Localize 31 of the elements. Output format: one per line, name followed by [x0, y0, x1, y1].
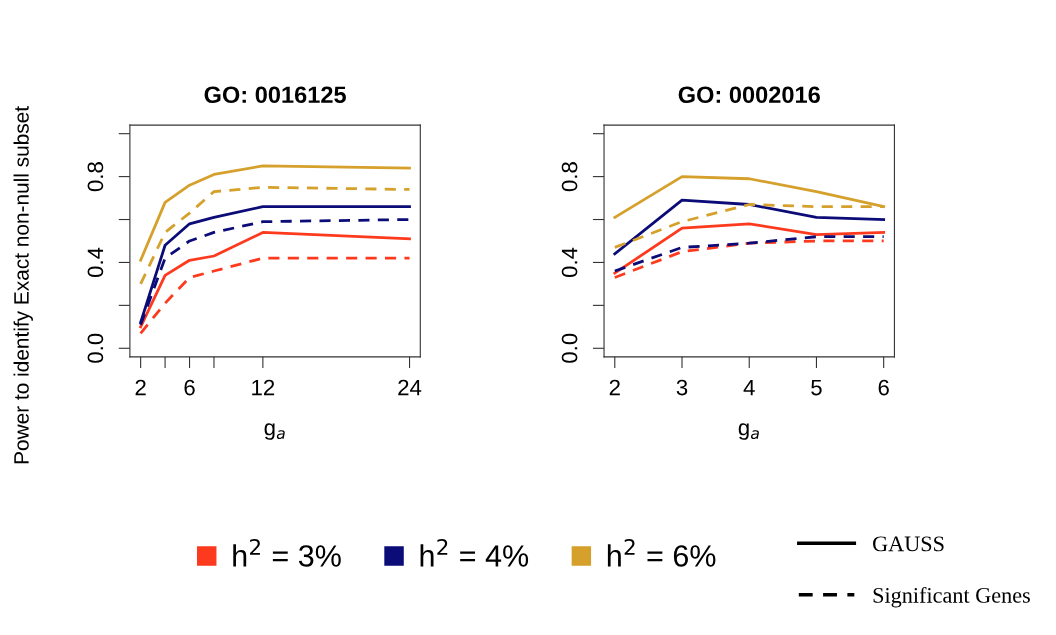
x-tick-label: 24 [398, 379, 422, 396]
y-tick-label: 0.4 [87, 247, 104, 278]
chart-title: GO: 0002016 [678, 86, 820, 104]
line-series [613, 198, 886, 256]
x-tick-label: 4 [743, 379, 755, 396]
chart-title: GO: 0016125 [204, 86, 346, 104]
legend-label: h$^{2}$ = 3% [233, 538, 341, 567]
x-axis-title: g$_{a}$ [738, 423, 759, 440]
x-tick-label: 5 [811, 379, 822, 396]
text: Significant Genes [873, 586, 1030, 608]
legend-label: h$^{2}$ = 6% [607, 538, 716, 567]
x-tick-label: 2 [609, 379, 620, 396]
x-axis-title: g$_{a}$ [264, 423, 285, 440]
x-tick-label: 3 [676, 379, 688, 396]
x-tick-label: 6 [878, 379, 889, 396]
y-tick-label: 0.8 [561, 162, 578, 192]
y-axis-title: Power to identify Exact non-null subset [13, 106, 33, 464]
line-series [139, 256, 411, 335]
y-tick-label: 0.8 [87, 162, 104, 192]
line-series [613, 235, 886, 273]
y-tick-label: 0.4 [561, 247, 578, 278]
line-series [139, 164, 411, 262]
y-tick-label: 0.0 [87, 333, 104, 363]
y-tick-label: 0.0 [561, 333, 578, 363]
x-tick-label: 2 [135, 379, 146, 396]
line-series [139, 185, 411, 286]
legend-label: h$^{2}$ = 4% [420, 538, 529, 567]
x-tick-label: 6 [184, 379, 195, 396]
line-series [613, 222, 886, 275]
x-tick-label: 12 [252, 379, 275, 396]
text: GAUSS [873, 536, 944, 552]
